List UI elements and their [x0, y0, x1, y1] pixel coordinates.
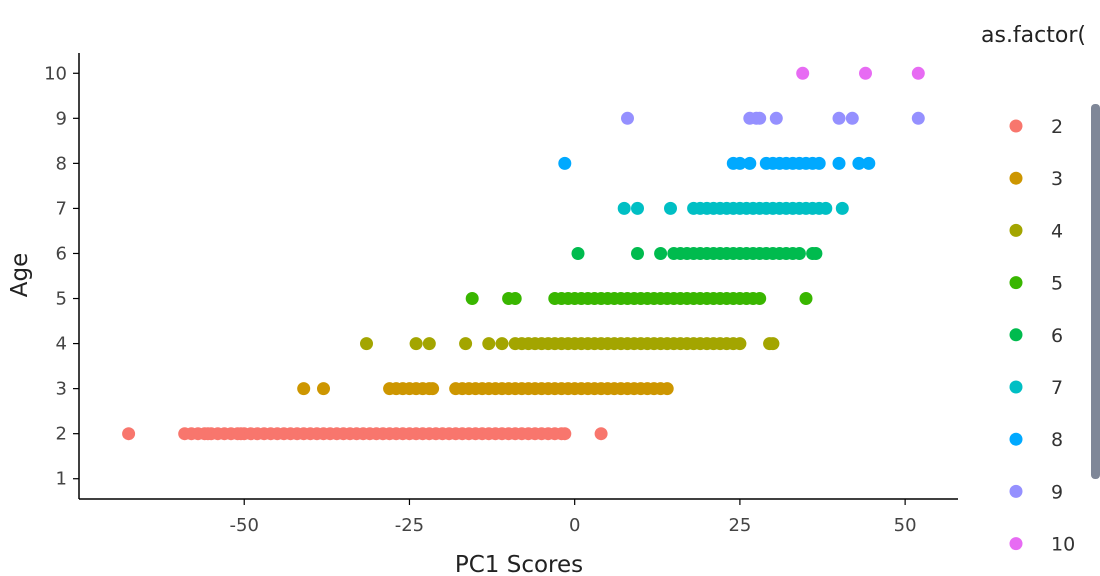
- point-age-9-4: [769, 111, 783, 125]
- point-age-8-13: [832, 156, 846, 170]
- x-tick-label: 0: [569, 515, 580, 536]
- point-age-4-0: [360, 337, 373, 351]
- points-layer: [122, 66, 925, 441]
- x-tick-label: -25: [395, 515, 424, 536]
- y-axis-title: Age: [7, 253, 33, 297]
- legend-key-6: [1009, 328, 1023, 342]
- y-tick-label: 2: [56, 424, 67, 445]
- legend-label-9: 9: [1051, 481, 1063, 503]
- legend-label-8: 8: [1051, 429, 1063, 451]
- y-tick-label: 10: [44, 63, 67, 84]
- point-age-2-62: [594, 427, 608, 441]
- point-age-7-0: [617, 201, 631, 215]
- y-tick-label: 9: [56, 108, 67, 129]
- point-age-3-0: [297, 382, 311, 396]
- point-age-6-1: [631, 247, 644, 260]
- legend-key-7: [1009, 380, 1023, 394]
- legend-label-10: 10: [1051, 534, 1075, 556]
- legend-key-2: [1009, 119, 1023, 133]
- legend-scrollbar[interactable]: [1091, 104, 1100, 479]
- point-age-7-2: [664, 201, 677, 215]
- legend-key-8: [1009, 432, 1023, 446]
- x-axis-title: PC1 Scores: [455, 552, 583, 576]
- point-age-9-5: [832, 111, 846, 125]
- point-age-9-3: [753, 111, 767, 125]
- legend: 2 3 4 5 6 7 8 9 10: [1009, 116, 1075, 556]
- point-age-6-22: [792, 247, 806, 260]
- point-age-10-2: [911, 66, 925, 80]
- y-tick-label: 5: [56, 289, 67, 310]
- point-age-9-0: [621, 111, 634, 125]
- point-age-7-23: [819, 201, 833, 215]
- point-age-10-1: [859, 66, 872, 80]
- point-age-5-35: [799, 292, 813, 305]
- point-age-6-2: [654, 247, 668, 260]
- point-age-9-6: [845, 111, 859, 125]
- point-age-4-40: [733, 337, 747, 351]
- point-age-4-2: [422, 337, 436, 351]
- point-age-10-0: [796, 66, 810, 80]
- point-age-3-9: [426, 382, 440, 396]
- x-tick-label: -50: [230, 515, 259, 536]
- y-tick-label: 6: [56, 243, 67, 264]
- point-age-2-61: [558, 427, 572, 441]
- point-age-8-15: [862, 156, 876, 170]
- legend-label-5: 5: [1051, 273, 1063, 295]
- legend-label-7: 7: [1051, 377, 1063, 399]
- y-tick-label: 1: [56, 469, 67, 490]
- legend-label-3: 3: [1051, 168, 1063, 190]
- x-ticks: -50 -25 0 25 50: [230, 499, 917, 536]
- point-age-3-1: [317, 382, 330, 396]
- point-age-8-3: [743, 156, 757, 170]
- legend-key-4: [1009, 223, 1023, 237]
- point-age-6-0: [571, 247, 585, 260]
- point-age-3-42: [660, 382, 674, 396]
- legend-key-10: [1009, 537, 1023, 551]
- point-age-4-4: [482, 337, 496, 351]
- legend-label-4: 4: [1051, 220, 1063, 242]
- y-ticks: 1 2 3 4 5 6 7 8 9 10: [44, 63, 79, 490]
- point-age-2-0: [122, 427, 136, 441]
- point-age-4-1: [409, 337, 423, 351]
- point-age-5-0: [465, 292, 479, 305]
- legend-label-2: 2: [1051, 116, 1063, 138]
- point-age-8-0: [558, 156, 572, 170]
- legend-key-3: [1009, 171, 1023, 185]
- y-tick-label: 7: [56, 198, 67, 219]
- point-age-8-2: [733, 156, 747, 170]
- legend-key-5: [1009, 276, 1023, 290]
- point-age-4-42: [766, 337, 780, 351]
- y-tick-label: 8: [56, 153, 67, 174]
- point-age-4-3: [459, 337, 473, 351]
- point-age-7-24: [835, 201, 849, 215]
- legend-title: as.factor(: [981, 23, 1086, 48]
- x-tick-label: 25: [728, 515, 751, 536]
- point-age-5-34: [753, 292, 767, 305]
- point-age-7-1: [631, 201, 644, 215]
- point-age-8-12: [812, 156, 826, 170]
- legend-key-9: [1009, 484, 1023, 498]
- y-tick-label: 3: [56, 379, 67, 400]
- x-tick-label: 50: [894, 515, 917, 536]
- point-age-4-5: [495, 337, 509, 351]
- point-age-5-2: [508, 292, 522, 305]
- point-age-6-24: [809, 247, 823, 260]
- y-tick-label: 4: [56, 334, 67, 355]
- legend-label-6: 6: [1051, 325, 1063, 347]
- point-age-8-14: [852, 156, 866, 170]
- point-age-9-7: [911, 111, 925, 125]
